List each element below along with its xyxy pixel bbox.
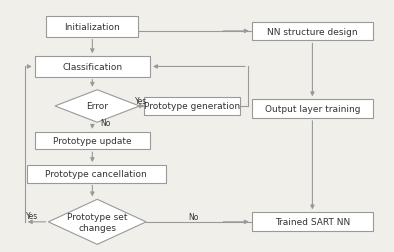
Text: Yes: Yes xyxy=(26,211,38,220)
Text: Error: Error xyxy=(86,102,108,111)
FancyBboxPatch shape xyxy=(35,132,150,150)
Text: No: No xyxy=(188,212,198,221)
Text: Prototype update: Prototype update xyxy=(53,137,132,145)
Text: Initialization: Initialization xyxy=(65,23,120,32)
Text: Prototype generation: Prototype generation xyxy=(144,102,240,111)
Text: NN structure design: NN structure design xyxy=(267,27,358,36)
Text: Prototype set
changes: Prototype set changes xyxy=(67,212,128,232)
Text: Prototype cancellation: Prototype cancellation xyxy=(45,170,147,179)
FancyBboxPatch shape xyxy=(252,212,373,231)
FancyBboxPatch shape xyxy=(35,57,150,77)
Polygon shape xyxy=(48,200,146,244)
FancyBboxPatch shape xyxy=(144,98,240,115)
Text: Yes: Yes xyxy=(135,96,147,105)
FancyBboxPatch shape xyxy=(252,100,373,118)
Polygon shape xyxy=(55,90,139,123)
Text: Classification: Classification xyxy=(62,63,123,72)
Text: Output layer training: Output layer training xyxy=(265,105,360,114)
Text: No: No xyxy=(100,118,110,127)
FancyBboxPatch shape xyxy=(27,165,166,183)
FancyBboxPatch shape xyxy=(252,23,373,41)
Text: Trained SART NN: Trained SART NN xyxy=(275,217,350,226)
FancyBboxPatch shape xyxy=(46,17,138,38)
